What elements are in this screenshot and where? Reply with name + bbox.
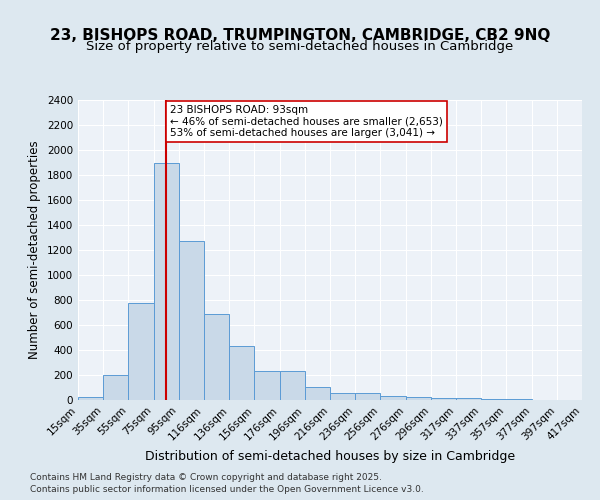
Text: Contains HM Land Registry data © Crown copyright and database right 2025.: Contains HM Land Registry data © Crown c… [30, 472, 382, 482]
Bar [305, 387, 330, 400]
Bar [103, 375, 128, 400]
Bar [380, 396, 406, 400]
Bar [330, 392, 355, 400]
Bar [229, 346, 254, 400]
Text: Contains public sector information licensed under the Open Government Licence v3: Contains public sector information licen… [30, 485, 424, 494]
Bar [280, 371, 305, 400]
Bar [154, 162, 179, 400]
Bar [456, 398, 481, 400]
Bar [431, 398, 456, 400]
Bar [78, 397, 103, 400]
Text: 23 BISHOPS ROAD: 93sqm
← 46% of semi-detached houses are smaller (2,653)
53% of : 23 BISHOPS ROAD: 93sqm ← 46% of semi-det… [170, 105, 443, 138]
Text: 23, BISHOPS ROAD, TRUMPINGTON, CAMBRIDGE, CB2 9NQ: 23, BISHOPS ROAD, TRUMPINGTON, CAMBRIDGE… [50, 28, 550, 42]
Bar [204, 314, 229, 400]
Bar [128, 303, 154, 400]
X-axis label: Distribution of semi-detached houses by size in Cambridge: Distribution of semi-detached houses by … [145, 450, 515, 463]
Y-axis label: Number of semi-detached properties: Number of semi-detached properties [28, 140, 41, 360]
Bar [254, 371, 280, 400]
Bar [406, 397, 431, 400]
Bar [179, 240, 204, 400]
Bar [355, 393, 380, 400]
Text: Size of property relative to semi-detached houses in Cambridge: Size of property relative to semi-detach… [86, 40, 514, 53]
